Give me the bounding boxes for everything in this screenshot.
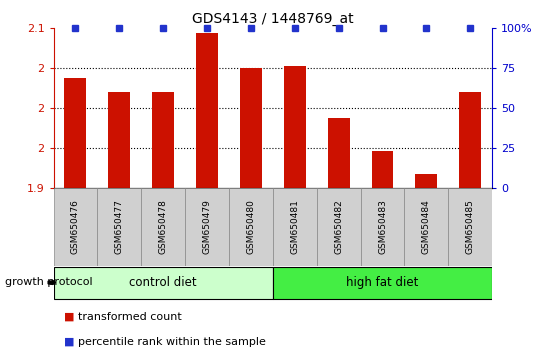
Bar bbox=[273, 267, 492, 299]
Text: percentile rank within the sample: percentile rank within the sample bbox=[78, 337, 265, 347]
Bar bbox=[54, 267, 273, 299]
Bar bbox=[185, 188, 229, 266]
Text: GSM650480: GSM650480 bbox=[247, 199, 255, 254]
Text: GSM650483: GSM650483 bbox=[378, 199, 387, 254]
Bar bbox=[284, 66, 306, 188]
Text: GSM650479: GSM650479 bbox=[203, 199, 211, 254]
Text: GSM650478: GSM650478 bbox=[159, 199, 167, 254]
Text: ■: ■ bbox=[64, 337, 75, 347]
Text: transformed count: transformed count bbox=[78, 312, 181, 322]
Bar bbox=[65, 78, 87, 188]
Bar bbox=[108, 92, 131, 188]
Bar bbox=[416, 174, 438, 188]
Bar bbox=[460, 92, 482, 188]
Text: high fat diet: high fat diet bbox=[346, 276, 419, 289]
Bar bbox=[54, 188, 97, 266]
Bar bbox=[361, 188, 404, 266]
Text: GSM650485: GSM650485 bbox=[466, 199, 475, 254]
Bar bbox=[273, 188, 317, 266]
Text: growth protocol: growth protocol bbox=[5, 278, 93, 287]
Bar bbox=[152, 92, 174, 188]
Text: GSM650482: GSM650482 bbox=[334, 199, 343, 254]
Text: control diet: control diet bbox=[129, 276, 197, 289]
Bar bbox=[404, 188, 448, 266]
Text: GSM650477: GSM650477 bbox=[115, 199, 124, 254]
Bar bbox=[196, 33, 218, 188]
Bar bbox=[328, 118, 350, 188]
Text: GSM650476: GSM650476 bbox=[71, 199, 80, 254]
Bar bbox=[317, 188, 361, 266]
Bar bbox=[97, 188, 141, 266]
Bar bbox=[240, 68, 262, 188]
Bar bbox=[141, 188, 185, 266]
Title: GDS4143 / 1448769_at: GDS4143 / 1448769_at bbox=[192, 12, 354, 26]
Bar bbox=[448, 188, 492, 266]
Text: ■: ■ bbox=[64, 312, 75, 322]
Bar bbox=[372, 151, 394, 188]
Bar bbox=[229, 188, 273, 266]
Text: GSM650484: GSM650484 bbox=[422, 199, 431, 254]
Text: GSM650481: GSM650481 bbox=[291, 199, 299, 254]
